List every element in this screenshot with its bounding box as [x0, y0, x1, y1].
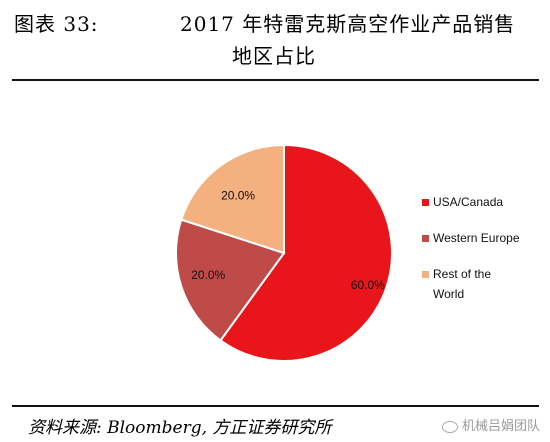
watermark-text: 机械吕娟团队 [461, 419, 540, 434]
legend: USA/Canada Western Europe Rest of the World [422, 195, 520, 301]
legend-label: Western Europe [433, 231, 520, 245]
legend-swatch [422, 199, 429, 206]
source-note: 资料来源: Bloomberg, 方正证券研究所 [28, 418, 332, 438]
pie-slice-usa-canada [219, 143, 393, 362]
slice-labels: 60.0% 20.0% 20.0% [191, 188, 385, 292]
watermark: 机械吕娟团队 [441, 415, 540, 434]
pie-slice-western-europe [175, 218, 286, 342]
legend-swatch [422, 235, 429, 242]
pie-slices [175, 143, 393, 362]
bottom-rule [12, 405, 539, 407]
pie-chart: 60.0% 20.0% 20.0% USA/Canada Western Europe… [175, 143, 520, 362]
chart-title-line2: 地区占比 [232, 44, 316, 68]
legend-label: USA/Canada [433, 195, 503, 209]
slice-label: 20.0% [221, 188, 255, 202]
slice-label: 20.0% [191, 268, 225, 282]
wechat-icon [441, 420, 458, 433]
legend-label: World [433, 287, 464, 301]
top-rule [12, 79, 539, 81]
slice-label: 60.0% [351, 278, 385, 292]
figure-label: 图表 33: [14, 12, 99, 36]
chart-title-line1: 2017 年特雷克斯高空作业产品销售 [180, 12, 516, 36]
pie-slice-rest-of-the-world [180, 143, 285, 255]
legend-label: Rest of the [433, 267, 491, 281]
figure-header: 图表 33: 2017 年特雷克斯高空作业产品销售 地区占比 [14, 4, 544, 68]
legend-swatch [422, 271, 429, 278]
